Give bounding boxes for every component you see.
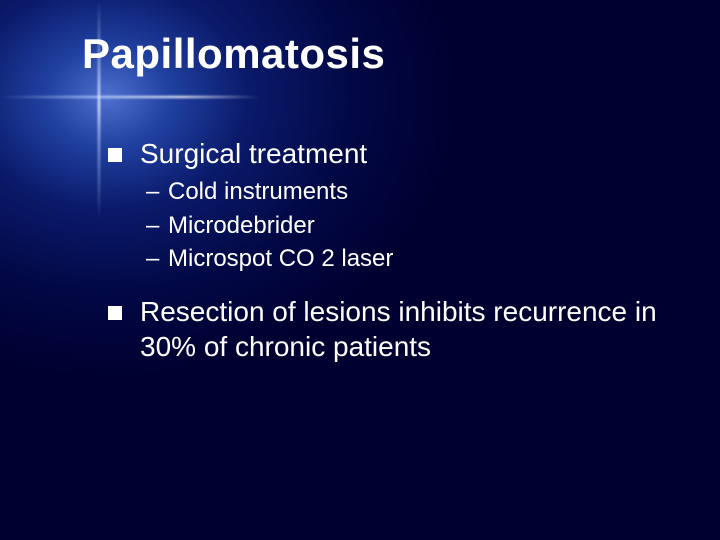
dash-icon: – <box>146 209 168 243</box>
bullet-text: Resection of lesions inhibits recurrence… <box>140 294 680 364</box>
bullet-level2: –Cold instruments <box>146 175 680 209</box>
square-bullet-icon <box>108 306 122 320</box>
slide-title: Papillomatosis <box>82 30 385 78</box>
lens-flare-horizontal <box>0 96 260 98</box>
square-bullet-icon <box>108 148 122 162</box>
bullet-level2: –Microdebrider <box>146 209 680 243</box>
sub-bullet-text: Cold instruments <box>168 178 348 205</box>
dash-icon: – <box>146 175 168 209</box>
bullet-level2: –Microspot CO 2 laser <box>146 242 680 276</box>
bullet-level1: Surgical treatment <box>108 136 680 171</box>
dash-icon: – <box>146 242 168 276</box>
slide-body: Surgical treatment –Cold instruments –Mi… <box>108 136 680 368</box>
sub-list: –Cold instruments –Microdebrider –Micros… <box>146 175 680 276</box>
bullet-text: Surgical treatment <box>140 136 367 171</box>
bullet-level1: Resection of lesions inhibits recurrence… <box>108 294 680 364</box>
sub-bullet-text: Microspot CO 2 laser <box>168 245 393 272</box>
sub-bullet-text: Microdebrider <box>168 212 315 239</box>
